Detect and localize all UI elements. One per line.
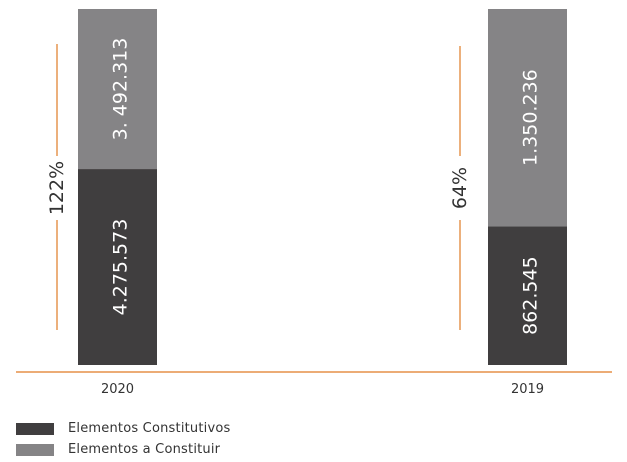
bar-2020-a-constituir [78,9,157,170]
legend-label-a-constituir: Elementos a Constituir [68,442,221,457]
data-label-2019-a-constituir: 1.350.236 [520,69,542,166]
x-tick-label-2020: 2020 [101,382,134,397]
data-label-2019-constitutivos: 862.545 [520,256,542,335]
ratio-label-2020: 122% [46,161,68,215]
legend-item-a-constituir: Elementos a Constituir [16,439,231,460]
legend-swatch-constitutivos [16,422,54,435]
data-label-2020-constitutivos: 4.275.573 [110,219,132,316]
x-tick-label-2019: 2019 [511,382,544,397]
data-label-2020-a-constituir: 3. 492.313 [110,38,132,141]
bar-2020-constitutivos [78,169,157,365]
bar-2019-a-constituir [488,9,567,227]
legend: Elementos Constitutivos Elementos a Cons… [16,418,231,460]
legend-swatch-a-constituir [16,443,54,456]
bar-2019-constitutivos [488,226,567,365]
ratio-label-2019: 64% [449,167,471,209]
legend-label-constitutivos: Elementos Constitutivos [68,421,231,436]
legend-item-constitutivos: Elementos Constitutivos [16,418,231,439]
